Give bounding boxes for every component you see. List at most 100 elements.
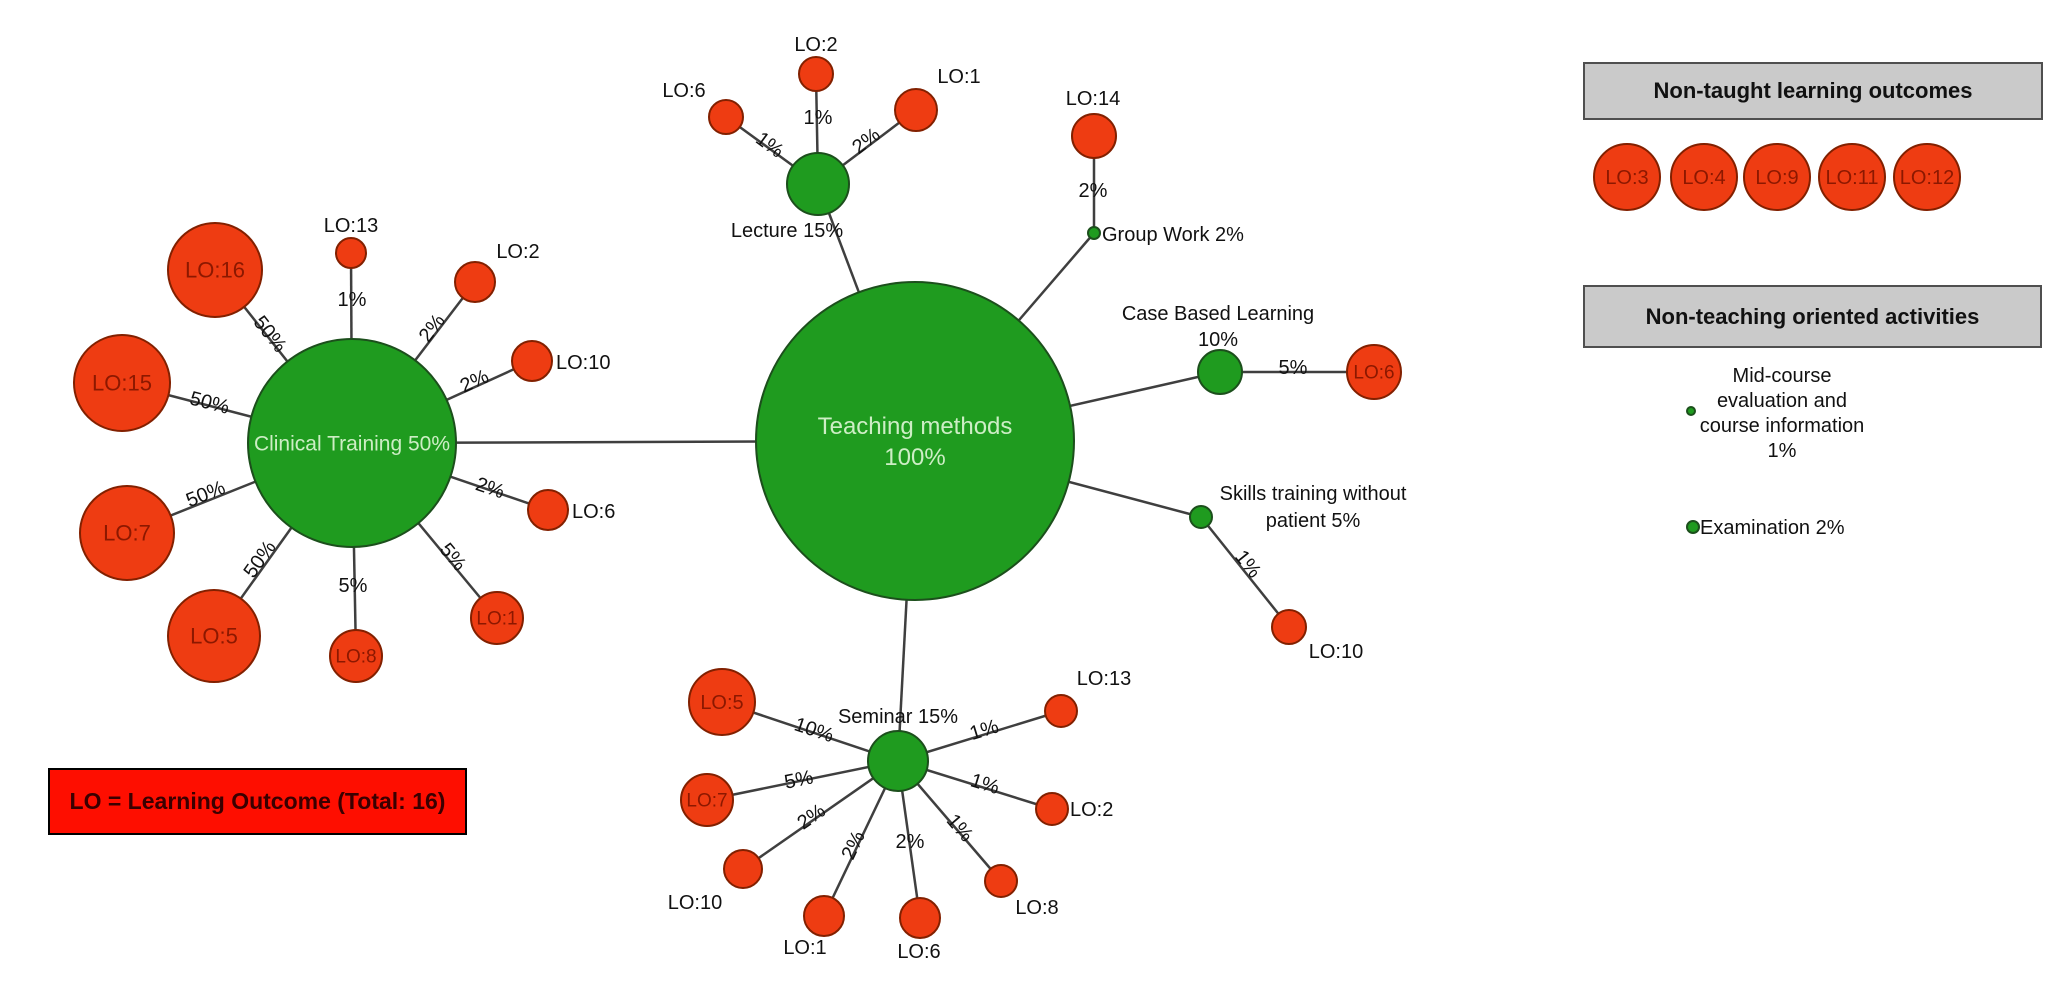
node-group-work (1087, 226, 1101, 240)
node-sem-lo2 (1035, 792, 1069, 826)
node-teaching-methods (755, 281, 1075, 601)
edge-label-case-based-learning-cbl-lo6: 5% (1279, 357, 1308, 379)
edge-label-seminar-sem-lo7: 5% (782, 766, 815, 793)
node-lecture (786, 152, 850, 216)
nt-lo3-label: LO:3 (1605, 167, 1648, 189)
node-sem-lo10 (723, 849, 763, 889)
lecture-label: Lecture 15% (731, 220, 844, 242)
node-lec-lo6 (708, 99, 744, 135)
node-skills-training (1189, 505, 1213, 529)
sem-lo2-label: LO:2 (1070, 799, 1113, 821)
edge-label-seminar-sem-lo6: 2% (896, 831, 925, 853)
sem-lo1-label: LO:1 (783, 937, 826, 959)
edge-label-clinical-training-ct-lo15: 50% (187, 388, 231, 419)
node-lec-lo1 (894, 88, 938, 132)
node-gw-lo14 (1071, 113, 1117, 159)
edge-label-clinical-training-ct-lo7: 50% (183, 477, 229, 512)
ct-lo8-label: LO:8 (335, 647, 376, 668)
edge-seminar-sem-lo7 (706, 759, 899, 802)
node-ct-lo7 (79, 485, 175, 581)
group-work-label: Group Work 2% (1102, 224, 1244, 246)
node-nt-lo9 (1743, 143, 1811, 211)
node-lec-lo2 (798, 56, 834, 92)
edge-label-lecture-lec-lo1: 2% (848, 124, 884, 159)
node-ct-lo2 (454, 261, 496, 303)
node-mid-course-evaluation (1686, 406, 1696, 416)
lec-lo6-label: LO:6 (662, 80, 705, 102)
edge-label-clinical-training-ct-lo5: 50% (240, 537, 281, 583)
edge-label-seminar-sem-lo8: 1% (942, 810, 978, 846)
edge-skills-training-st-lo10 (1200, 516, 1290, 628)
ct-lo16-label: LO:16 (185, 258, 245, 283)
node-cbl-lo6 (1346, 344, 1402, 400)
edge-label-lecture-lec-lo2: 1% (804, 107, 833, 129)
skills-training-label: Skills training without patient 5% (1220, 483, 1407, 532)
edge-label-seminar-sem-lo13: 1% (967, 715, 1001, 745)
sem-lo6-label: LO:6 (897, 941, 940, 963)
node-sem-lo7 (680, 773, 734, 827)
node-sem-lo5 (688, 668, 756, 736)
gw-lo14-label: LO:14 (1066, 88, 1120, 110)
seminar-label: Seminar 15% (838, 706, 958, 728)
node-ct-lo1 (470, 591, 524, 645)
edge-label-clinical-training-ct-lo8: 5% (339, 575, 368, 597)
node-ct-lo8 (329, 629, 383, 683)
nt-lo4-label: LO:4 (1682, 167, 1725, 189)
learning-outcome-legend: LO = Learning Outcome (Total: 16) (48, 768, 467, 835)
edge-label-clinical-training-ct-lo13: 1% (338, 289, 367, 311)
edge-label-clinical-training-ct-lo1: 5% (435, 539, 471, 575)
node-st-lo10 (1271, 609, 1307, 645)
node-ct-lo6 (527, 489, 569, 531)
node-seminar (867, 730, 929, 792)
teaching-methods-label: Teaching methods 100% (818, 413, 1013, 471)
edge-label-seminar-sem-lo5: 10% (791, 714, 836, 748)
node-nt-lo12 (1893, 143, 1961, 211)
node-ct-lo16 (167, 222, 263, 318)
ct-lo5-label: LO:5 (190, 624, 238, 649)
sem-lo7-label: LO:7 (686, 791, 727, 812)
nt-lo12-label: LO:12 (1900, 167, 1954, 189)
ct-lo6-label: LO:6 (572, 501, 615, 523)
node-ct-lo13 (335, 237, 367, 269)
node-sem-lo1 (803, 895, 845, 937)
edge-label-seminar-sem-lo2: 1% (968, 769, 1002, 799)
node-case-based-learning (1197, 349, 1243, 395)
nt-lo11-label: LO:11 (1826, 167, 1879, 189)
edge-label-clinical-training-ct-lo6: 2% (473, 473, 508, 503)
node-sem-lo6 (899, 897, 941, 939)
lec-lo2-label: LO:2 (794, 34, 837, 56)
sem-lo10-label: LO:10 (668, 892, 722, 914)
sem-lo13-label: LO:13 (1077, 668, 1131, 690)
node-nt-lo4 (1670, 143, 1738, 211)
edge-label-group-work-gw-lo14: 2% (1079, 180, 1108, 202)
examination-label: Examination 2% (1700, 517, 1845, 539)
ct-lo1-label: LO:1 (476, 609, 517, 630)
clinical-training-label: Clinical Training 50% (254, 432, 450, 455)
ct-lo10-label: LO:10 (556, 352, 610, 374)
ct-lo7-label: LO:7 (103, 521, 151, 546)
node-clinical-training (247, 338, 457, 548)
cbl-lo6-label: LO:6 (1353, 363, 1394, 384)
node-ct-lo15 (73, 334, 171, 432)
sem-lo5-label: LO:5 (700, 692, 743, 714)
node-sem-lo13 (1044, 694, 1078, 728)
ct-lo2-label: LO:2 (496, 241, 539, 263)
node-examination (1686, 520, 1700, 534)
non-taught-learning-outcomes-header: Non-taught learning outcomes (1583, 62, 2043, 120)
nt-lo9-label: LO:9 (1755, 167, 1798, 189)
st-lo10-label: LO:10 (1309, 641, 1363, 663)
node-nt-lo11 (1818, 143, 1886, 211)
node-nt-lo3 (1593, 143, 1661, 211)
case-based-learning-label: Case Based Learning 10% (1122, 303, 1314, 351)
edge-label-clinical-training-ct-lo2: 2% (415, 310, 450, 346)
node-ct-lo5 (167, 589, 261, 683)
edge-label-skills-training-st-lo10: 1% (1230, 546, 1265, 582)
mid-course-evaluation-label: Mid-course evaluation and course informati… (1700, 365, 1865, 462)
node-sem-lo8 (984, 864, 1018, 898)
ct-lo13-label: LO:13 (324, 215, 378, 237)
node-ct-lo10 (511, 340, 553, 382)
lec-lo1-label: LO:1 (937, 66, 980, 88)
sem-lo8-label: LO:8 (1015, 897, 1058, 919)
